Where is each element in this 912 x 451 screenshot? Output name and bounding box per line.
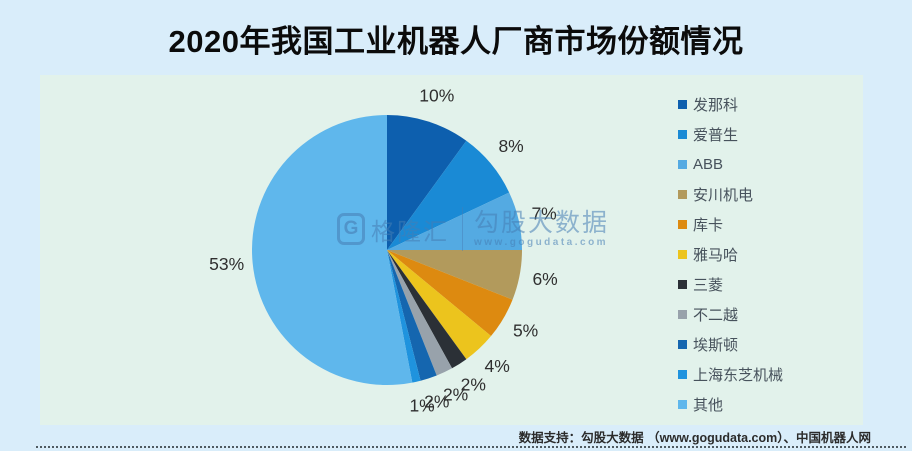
legend-item-埃斯顿: 埃斯顿 — [678, 329, 783, 359]
legend-label: 爱普生 — [693, 126, 739, 144]
pie-value-label-库卡: 5% — [513, 321, 538, 341]
pie-slice-ABB — [387, 192, 522, 250]
legend-item-ABB: ABB — [678, 149, 783, 179]
legend-item-雅马哈: 雅马哈 — [678, 239, 783, 269]
pie-slice-安川机电 — [387, 250, 522, 300]
legend-label: 发那科 — [693, 96, 739, 114]
legend-label: ABB — [693, 155, 724, 173]
pie-value-label-安川机电: 6% — [532, 269, 557, 289]
legend-item-不二越: 不二越 — [678, 299, 783, 329]
pie-value-label-ABB: 7% — [531, 204, 556, 224]
pie-slice-其他 — [252, 115, 413, 385]
legend-item-安川机电: 安川机电 — [678, 179, 783, 209]
pie-slice-三菱 — [387, 250, 467, 369]
legend-label: 安川机电 — [693, 186, 754, 204]
data-source-note: 数据支持：勾股大数据 （www.gogudata.com）、中国机器人网 — [518, 431, 871, 445]
legend-item-三菱: 三菱 — [678, 269, 783, 299]
legend-label: 其他 — [693, 396, 724, 414]
legend-label: 埃斯顿 — [693, 336, 739, 354]
legend-label: 上海东芝机械 — [693, 366, 784, 384]
legend-swatch-icon — [678, 369, 687, 379]
legend-item-其他: 其他 — [678, 389, 783, 419]
legend-swatch-icon — [678, 399, 687, 409]
pie-value-label-上海东芝机械: 1% — [409, 396, 434, 416]
pie-slice-上海东芝机械 — [387, 250, 421, 383]
legend: 发那科爱普生 ABB 安川机电库卡雅马哈三菱不二越埃斯顿上海东芝机械 其他 — [678, 89, 783, 419]
legend-swatch-icon — [678, 159, 687, 169]
legend-item-库卡: 库卡 — [678, 209, 783, 239]
pie-slice-埃斯顿 — [387, 250, 437, 381]
pie-value-label-埃斯顿: 2% — [424, 392, 449, 412]
legend-label: 三菱 — [693, 276, 724, 294]
legend-item-发那科: 发那科 — [678, 89, 783, 119]
legend-item-爱普生: 爱普生 — [678, 119, 783, 149]
chart-title: 2020年我国工业机器人厂商市场份额情况 — [168, 24, 744, 59]
bottom-dotted-divider — [36, 446, 906, 448]
legend-label: 库卡 — [693, 216, 724, 234]
pie-slice-库卡 — [387, 250, 513, 337]
legend-swatch-icon — [678, 189, 687, 199]
pie-value-label-其他: 53% — [209, 254, 244, 274]
legend-swatch-icon — [678, 219, 687, 229]
pie-slice-不二越 — [387, 250, 453, 376]
legend-swatch-icon — [678, 249, 687, 259]
legend-label: 雅马哈 — [693, 246, 739, 264]
legend-item-上海东芝机械: 上海东芝机械 — [678, 359, 783, 389]
pie-value-label-发那科: 10% — [419, 86, 454, 106]
legend-swatch-icon — [678, 99, 687, 109]
pie-slice-发那科 — [387, 115, 467, 250]
pie-value-label-爱普生: 8% — [498, 136, 523, 156]
legend-swatch-icon — [678, 129, 687, 139]
pie-value-label-雅马哈: 4% — [485, 356, 510, 376]
pie-slice-雅马哈 — [387, 250, 492, 360]
legend-label: 不二越 — [693, 306, 739, 324]
pie-value-label-不二越: 2% — [443, 384, 468, 404]
legend-swatch-icon — [678, 279, 687, 289]
pie-value-label-三菱: 2% — [461, 375, 486, 395]
legend-swatch-icon — [678, 309, 687, 319]
pie-slice-爱普生 — [387, 140, 510, 250]
legend-swatch-icon — [678, 339, 687, 349]
